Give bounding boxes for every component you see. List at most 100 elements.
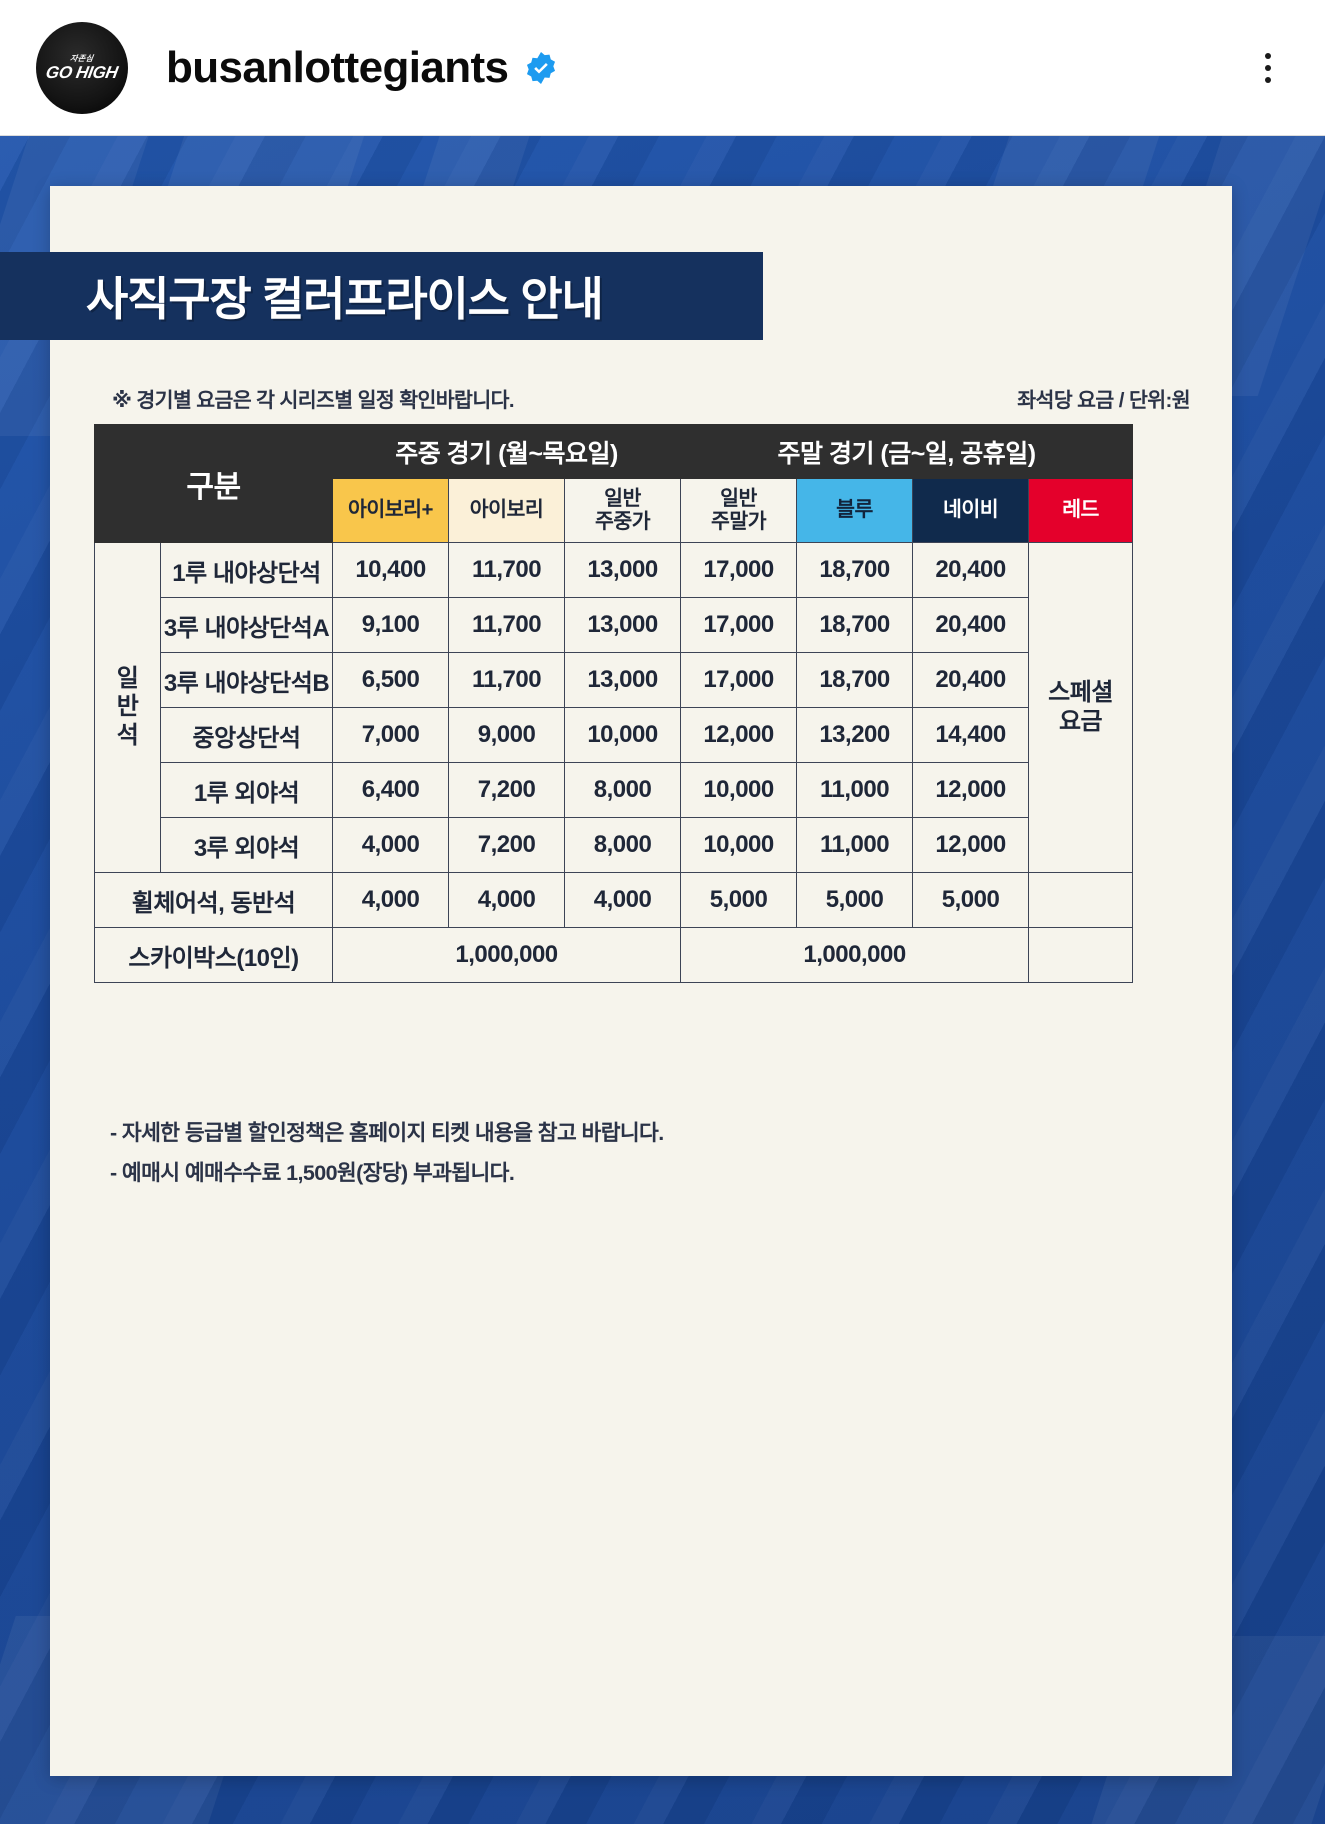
cell-value: 9,000 — [448, 707, 566, 763]
dot — [1265, 76, 1271, 83]
cell-value: 6,500 — [332, 652, 450, 708]
page-title: 사직구장 컬러프라이스 안내 — [86, 273, 604, 325]
post-image[interactable]: 사직구장 컬러프라이스 안내 ※ 경기별 요금은 각 시리즈별 일정 확인바랍니… — [0, 136, 1325, 1824]
footnote-booking-fee: - 예매시 예매수수료 1,500원(장당) 부과됩니다. — [110, 1161, 515, 1185]
cell-value: 10,000 — [564, 707, 682, 763]
cell-value: 9,100 — [332, 597, 450, 653]
special-fee-cell: 스페셜 요금 — [1028, 542, 1134, 873]
cell-value: 11,000 — [796, 817, 914, 873]
note-unit: 좌석당 요금 / 단위:원 — [1017, 389, 1190, 412]
cell-value: 4,000 — [332, 817, 450, 873]
avatar-top-text: 자존심 — [69, 53, 95, 63]
header-col-blue: 블루 — [796, 478, 914, 543]
instagram-post-header: 자존심 GO HIGH busanlottegiants — [0, 0, 1325, 136]
table-row: 중앙상단석 7,000 9,000 10,000 12,000 13,200 1… — [95, 707, 1133, 763]
verified-badge-icon — [524, 51, 558, 85]
row-label: 3루 내야상단석B — [159, 652, 334, 708]
cell-value: 11,000 — [796, 762, 914, 818]
cell-value: 17,000 — [680, 652, 798, 708]
cell-value-skybox-weekend: 1,000,000 — [680, 927, 1030, 983]
line2: 요금 — [1058, 707, 1103, 735]
cell-value: 20,400 — [912, 652, 1030, 708]
header-col-normal-weekend: 일반 주말가 — [680, 478, 798, 543]
row-label: 스카이박스(10인) — [93, 927, 334, 983]
table-row: 3루 내야상단석B 6,500 11,700 13,000 17,000 18,… — [95, 652, 1133, 708]
cell-value: 5,000 — [680, 872, 798, 928]
more-options-icon[interactable] — [1259, 47, 1277, 89]
account-username[interactable]: busanlottegiants — [166, 42, 509, 92]
header-col-navy: 네이비 — [912, 478, 1030, 543]
line1: 일 — [116, 665, 139, 693]
header-col-normal-weekday: 일반 주중가 — [564, 478, 682, 543]
header-col-ivory: 아이보리 — [448, 478, 566, 543]
cell-value: 13,000 — [564, 597, 682, 653]
cell-value: 6,400 — [332, 762, 450, 818]
row-label: 3루 내야상단석A — [159, 597, 334, 653]
cell-value: 20,400 — [912, 542, 1030, 598]
cell-value: 8,000 — [564, 762, 682, 818]
row-label: 휠체어석, 동반석 — [93, 872, 334, 928]
label-line1: 일반 — [720, 486, 757, 510]
cell-value: 17,000 — [680, 597, 798, 653]
table-row: 3루 내야상단석A 9,100 11,700 13,000 17,000 18,… — [95, 597, 1133, 653]
cell-value: 7,200 — [448, 762, 566, 818]
cell-value: 18,700 — [796, 542, 914, 598]
notes-row: ※ 경기별 요금은 각 시리즈별 일정 확인바랍니다. 좌석당 요금 / 단위:… — [112, 383, 1191, 413]
table-row-wheelchair: 휠체어석, 동반석 4,000 4,000 4,000 5,000 5,000 … — [93, 872, 1134, 928]
cell-value: 18,700 — [796, 652, 914, 708]
label: 아이보리+ — [348, 498, 433, 522]
dot — [1265, 64, 1271, 71]
row-label: 1루 내야상단석 — [159, 542, 334, 598]
cell-value: 7,200 — [448, 817, 566, 873]
label-line2: 주말가 — [710, 509, 767, 533]
cell-value: 13,200 — [796, 707, 914, 763]
cell-value: 12,000 — [912, 817, 1030, 873]
cell-value: 10,000 — [680, 817, 798, 873]
dot — [1265, 52, 1271, 59]
label: 레드 — [1062, 498, 1099, 522]
header-col-red: 레드 — [1028, 478, 1134, 543]
table-row: 3루 외야석 4,000 7,200 8,000 10,000 11,000 1… — [95, 817, 1133, 873]
cell-value: 11,700 — [448, 542, 566, 598]
row-label: 중앙상단석 — [159, 707, 334, 763]
cell-value: 11,700 — [448, 597, 566, 653]
line1: 스페셜 — [1048, 678, 1113, 706]
header-gubun: 구분 — [93, 424, 334, 543]
cell-value: 20,400 — [912, 597, 1030, 653]
row-label: 3루 외야석 — [159, 817, 334, 873]
price-info-card: 사직구장 컬러프라이스 안내 ※ 경기별 요금은 각 시리즈별 일정 확인바랍니… — [0, 186, 1232, 1776]
table-row-skybox: 스카이박스(10인) 1,000,000 1,000,000 — [93, 927, 1134, 983]
avatar[interactable]: 자존심 GO HIGH — [36, 21, 128, 114]
cell-value: 5,000 — [912, 872, 1030, 928]
cell-value: 12,000 — [912, 762, 1030, 818]
header-weekday-group: 주중 경기 (월~목요일) — [332, 424, 682, 479]
table-row: 1루 외야석 6,400 7,200 8,000 10,000 11,000 1… — [95, 762, 1133, 818]
label: 블루 — [836, 498, 873, 522]
group-label-general-seat: 일 반 석 — [94, 542, 161, 873]
line2: 반 — [116, 693, 139, 721]
cell-value: 7,000 — [332, 707, 450, 763]
cell-value-skybox-weekday: 1,000,000 — [332, 927, 682, 983]
row-label: 1루 외야석 — [159, 762, 334, 818]
note-series-schedule: ※ 경기별 요금은 각 시리즈별 일정 확인바랍니다. — [112, 389, 515, 412]
title-banner: 사직구장 컬러프라이스 안내 — [0, 252, 763, 340]
cell-value: 4,000 — [332, 872, 450, 928]
special-fee-blank — [1028, 872, 1134, 928]
cell-value: 13,000 — [564, 652, 682, 708]
label: 아이보리 — [469, 498, 544, 522]
header-weekend-group: 주말 경기 (금~일, 공휴일) — [680, 424, 1134, 479]
cell-value: 17,000 — [680, 542, 798, 598]
footnotes: - 자세한 등급별 할인정책은 홈페이지 티켓 내용을 참고 바랍니다. - 예… — [110, 1116, 664, 1187]
price-table: 구분 주중 경기 (월~목요일) 주말 경기 (금~일, 공휴일) 아이보리+ … — [93, 424, 1134, 983]
avatar-main-text: GO HIGH — [44, 62, 120, 82]
label: 네이비 — [942, 498, 999, 522]
cell-value: 14,400 — [912, 707, 1030, 763]
line3: 석 — [116, 721, 139, 749]
table-row: 일 반 석 1루 내야상단석 10,400 11,700 13,000 17,0… — [94, 542, 1134, 873]
cell-value: 12,000 — [680, 707, 798, 763]
special-fee-blank — [1028, 927, 1134, 983]
cell-value: 4,000 — [564, 872, 682, 928]
cell-value: 11,700 — [448, 652, 566, 708]
cell-value: 13,000 — [564, 542, 682, 598]
header-col-ivory-plus: 아이보리+ — [332, 478, 450, 543]
